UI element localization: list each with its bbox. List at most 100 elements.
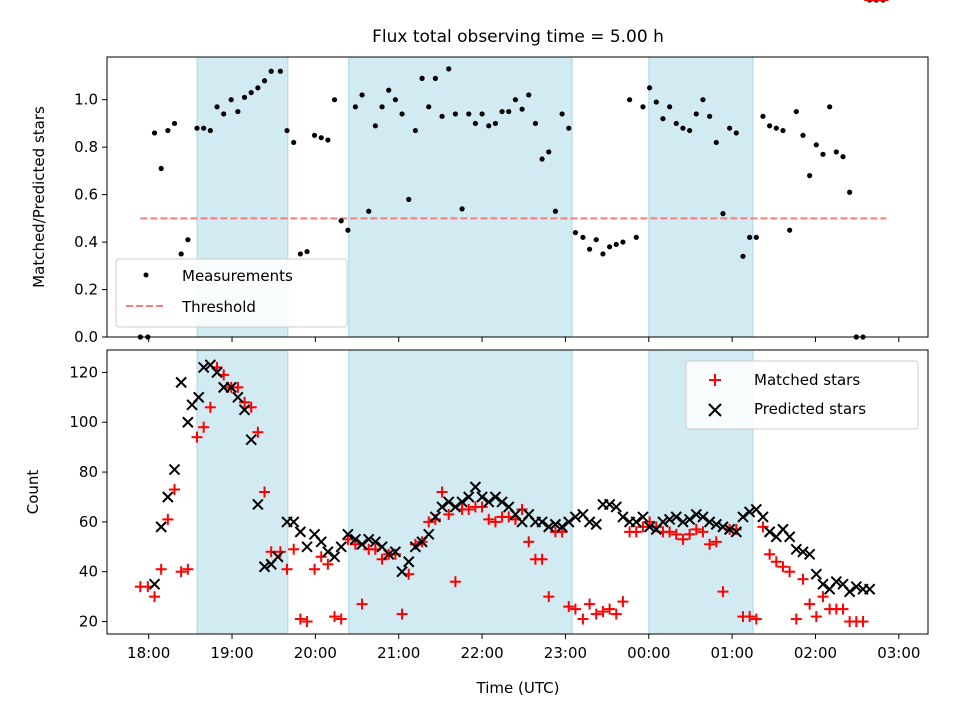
predicted-marker-b	[536, 516, 548, 528]
count-panel: 20 40 60 80 100 120 18:00 19:00 20:00 21:00 22:00…	[24, 0, 929, 697]
measurement-point	[446, 66, 452, 72]
predicted-marker-b	[376, 541, 388, 553]
predicted-star-point	[657, 516, 669, 528]
bottom-legend-box	[685, 360, 919, 430]
measurement-point	[526, 92, 532, 98]
matched-star-point	[577, 613, 589, 625]
matched-star-point	[764, 548, 776, 560]
predicted-star-point	[723, 523, 736, 536]
predicted-marker-b	[783, 531, 796, 543]
predicted-marker-b	[577, 508, 589, 521]
predicted-star-point	[817, 578, 829, 590]
matched-star-point	[239, 396, 251, 408]
bottom-plot-frame	[106, 349, 929, 635]
matched-star-point	[309, 563, 321, 575]
predicted-marker-b	[192, 391, 205, 404]
matched-star-point	[569, 603, 581, 615]
predicted-marker-b	[168, 463, 181, 476]
measurement-point	[572, 229, 579, 236]
top-y-tick-label: 1.0	[74, 91, 98, 109]
measurement-point	[318, 135, 324, 141]
predicted-star-point	[730, 526, 743, 538]
measurement-point	[506, 108, 512, 115]
predicted-marker-b	[301, 541, 313, 553]
matched-star-point	[790, 613, 802, 625]
bottom-y-tick-label: 100	[69, 413, 98, 431]
predicted-marker-b	[449, 501, 462, 513]
predicted-star-point	[155, 521, 167, 533]
measurement-point	[261, 78, 268, 84]
measurement-point	[499, 108, 505, 115]
bottom-y-tick-label: 120	[69, 363, 98, 381]
predicted-star-point	[192, 391, 205, 404]
predicted-marker-b	[258, 561, 271, 573]
measurement-point	[753, 234, 759, 240]
predicted-star-point	[489, 491, 502, 503]
matched-star-point	[281, 563, 293, 575]
predicted-star-point	[211, 366, 223, 379]
predicted-star-point	[315, 536, 327, 548]
predicted-marker-b	[690, 508, 702, 521]
matched-star-point	[322, 558, 334, 570]
predicted-star-point	[643, 521, 656, 533]
matched-star-point	[697, 526, 709, 538]
matched-star-point	[677, 533, 689, 545]
matched-star-point	[489, 516, 501, 528]
matched-star-point	[423, 516, 435, 528]
predicted-star-point	[162, 491, 174, 503]
predicted-star-point	[737, 511, 749, 523]
measurement-point	[158, 165, 164, 172]
x-tick-label: 00:00	[627, 644, 670, 662]
x-axis-label: Time (UTC)	[476, 679, 560, 697]
measurement-point	[539, 156, 545, 162]
predicted-marker-b	[617, 511, 629, 523]
predicted-marker-b	[335, 541, 347, 553]
matched-legend-marker	[709, 374, 721, 386]
measurement-point	[840, 154, 846, 160]
predicted-star-point	[429, 511, 442, 523]
matched-star-point	[356, 598, 368, 610]
bottom-y-tick-label: 60	[79, 513, 98, 531]
predicted-star-point	[743, 506, 756, 518]
predicted-legend-label: Predicted stars	[754, 400, 866, 418]
top-y-axis-label: Matched/Predicted stars	[30, 106, 48, 288]
bottom-shaded-interval	[196, 349, 289, 635]
x-tick-label: 21:00	[377, 644, 420, 662]
measurement-point	[291, 139, 297, 146]
measurement-point	[452, 111, 459, 117]
predicted-marker-b	[790, 543, 803, 556]
predicted-star-point	[863, 583, 876, 595]
predicted-star-point	[443, 496, 455, 508]
matched-star-point	[288, 543, 300, 555]
measurement-point	[472, 120, 479, 127]
measurement-point	[151, 130, 158, 136]
matched-star-point	[744, 611, 756, 623]
measurement-points	[137, 0, 886, 340]
measurement-point	[833, 149, 839, 155]
chart-title: Flux total observing time = 5.00 h	[372, 27, 664, 47]
predicted-star-point	[469, 481, 482, 493]
measurement-point	[352, 104, 358, 110]
matched-star-point	[690, 523, 702, 535]
matched-star-point	[483, 513, 495, 525]
predicted-marker-b	[456, 496, 468, 508]
predicted-marker-b	[837, 578, 849, 590]
predicted-marker-b	[396, 566, 408, 578]
matched-star-point	[301, 616, 313, 628]
bottom-x-ticks: 18:00 19:00 20:00 21:00 22:00 23:00 00:00 01:00…	[127, 634, 920, 662]
predicted-star-point	[238, 404, 251, 416]
measurement-point	[235, 108, 241, 115]
matched-star-point	[670, 528, 682, 540]
measurement-point	[552, 208, 559, 214]
count-points	[134, 0, 889, 628]
predicted-marker-b	[489, 491, 502, 503]
predicted-star-point	[549, 518, 562, 531]
matched-star-point	[396, 608, 408, 620]
predicted-star-point	[409, 541, 422, 553]
predicted-star-point	[483, 496, 495, 508]
measurement-point	[820, 151, 826, 157]
measurement-point	[178, 251, 184, 257]
measurement-point	[546, 149, 552, 155]
predicted-marker-b	[204, 359, 217, 371]
top-y-tick-label: 0.8	[74, 138, 98, 156]
